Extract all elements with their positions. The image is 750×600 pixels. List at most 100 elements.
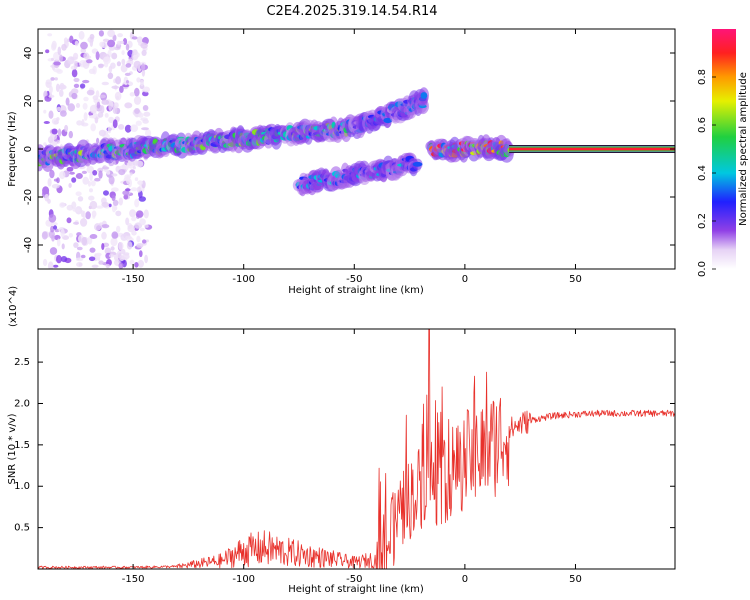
noise-blob: [95, 51, 100, 61]
noise-blob: [65, 97, 70, 106]
noise-blob: [56, 106, 62, 112]
noise-blob: [80, 41, 88, 50]
noise-blob: [67, 103, 75, 112]
noise-blob: [144, 254, 148, 264]
noise-blob: [135, 210, 144, 218]
noise-blob: [72, 208, 81, 213]
noise-blob: [127, 224, 135, 233]
noise-blob: [69, 35, 74, 44]
noise-blob: [136, 36, 143, 44]
noise-blob: [142, 119, 149, 124]
noise-blob: [139, 218, 146, 226]
noise-blob: [120, 64, 128, 73]
noise-blob: [125, 217, 130, 226]
noise-blob: [88, 195, 95, 201]
noise-blob: [115, 210, 122, 217]
snr-plot-area: [38, 329, 675, 569]
noise-blob: [63, 37, 68, 44]
noise-blob: [59, 171, 66, 180]
noise-blob: [96, 101, 101, 109]
noise-blob: [68, 183, 72, 188]
noise-blob: [120, 233, 128, 241]
noise-blob: [61, 243, 65, 250]
noise-blob: [96, 137, 100, 144]
noise-blob: [142, 91, 149, 97]
noise-blob: [139, 227, 145, 232]
noise-blob: [113, 102, 119, 109]
noise-blob: [52, 264, 59, 268]
noise-blob: [82, 79, 90, 84]
noise-blob: [105, 263, 111, 269]
noise-blob: [143, 111, 151, 117]
noise-blob: [89, 104, 98, 114]
noise-blob: [71, 88, 79, 95]
noise-blob: [101, 243, 105, 250]
noise-blob: [132, 160, 139, 166]
noise-blob: [53, 225, 58, 230]
noise-blob: [89, 247, 96, 253]
x-tick-label: 0: [462, 274, 468, 285]
noise-blob: [56, 238, 61, 247]
noise-blob: [89, 38, 94, 47]
noise-blob: [60, 228, 65, 238]
noise-blob: [48, 214, 57, 223]
noise-blob: [136, 235, 141, 243]
noise-blob: [111, 52, 118, 60]
noise-blob: [59, 82, 65, 91]
noise-blob: [88, 115, 97, 119]
noise-blob: [71, 92, 78, 100]
noise-blob: [116, 250, 122, 259]
noise-blob: [53, 61, 61, 66]
noise-blob: [91, 210, 97, 218]
noise-blob: [68, 130, 73, 139]
noise-blob: [88, 256, 96, 262]
noise-blob: [56, 255, 62, 264]
noise-blob: [60, 110, 67, 117]
noise-blob: [136, 77, 141, 83]
noise-blob: [101, 224, 110, 229]
noise-blob: [47, 198, 51, 204]
noise-blob: [118, 124, 125, 130]
noise-blob: [116, 61, 121, 67]
noise-blob: [74, 40, 79, 47]
noise-blob: [132, 49, 138, 56]
noise-blob: [98, 63, 104, 69]
spectrogram-panel: -150 -100 -50 0 50 -40 -20 0 20 40 Height of str…: [7, 28, 676, 296]
noise-blob: [49, 85, 53, 94]
noise-blob: [132, 166, 136, 170]
y-tick-label: 0.5: [14, 523, 30, 534]
noise-blob: [107, 29, 115, 38]
noise-blob: [43, 109, 47, 114]
noise-blob: [92, 170, 98, 176]
noise-blob: [129, 209, 137, 218]
noise-blob: [69, 171, 75, 175]
noise-blob: [42, 258, 48, 267]
noise-blob: [140, 79, 144, 87]
noise-blob: [137, 180, 144, 185]
noise-blob: [111, 204, 117, 213]
noise-blob: [134, 87, 140, 97]
noise-blob: [144, 224, 149, 228]
noise-blob: [80, 122, 89, 127]
noise-blob: [95, 252, 102, 257]
noise-blob: [89, 234, 98, 239]
colorbar-ticks: 0.0 0.2 0.4 0.6 0.8: [697, 69, 716, 277]
noise-blob: [43, 121, 50, 124]
noise-blob: [111, 187, 119, 192]
noise-blob: [59, 54, 63, 62]
noise-blob: [118, 169, 126, 176]
noise-blob: [116, 225, 121, 233]
noise-blob: [131, 216, 137, 222]
noise-blob: [51, 184, 60, 189]
noise-blob: [115, 76, 121, 85]
noise-blob: [130, 124, 139, 132]
y-tick-label: 1.5: [14, 440, 30, 451]
noise-blob: [51, 128, 58, 135]
noise-blob: [145, 239, 149, 243]
y-tick-label: 40: [23, 47, 34, 60]
noise-blob: [98, 170, 103, 179]
noise-blob: [64, 124, 69, 132]
noise-blob: [131, 230, 137, 236]
colorbar-label: Normalized spectral amplitude: [738, 72, 749, 226]
